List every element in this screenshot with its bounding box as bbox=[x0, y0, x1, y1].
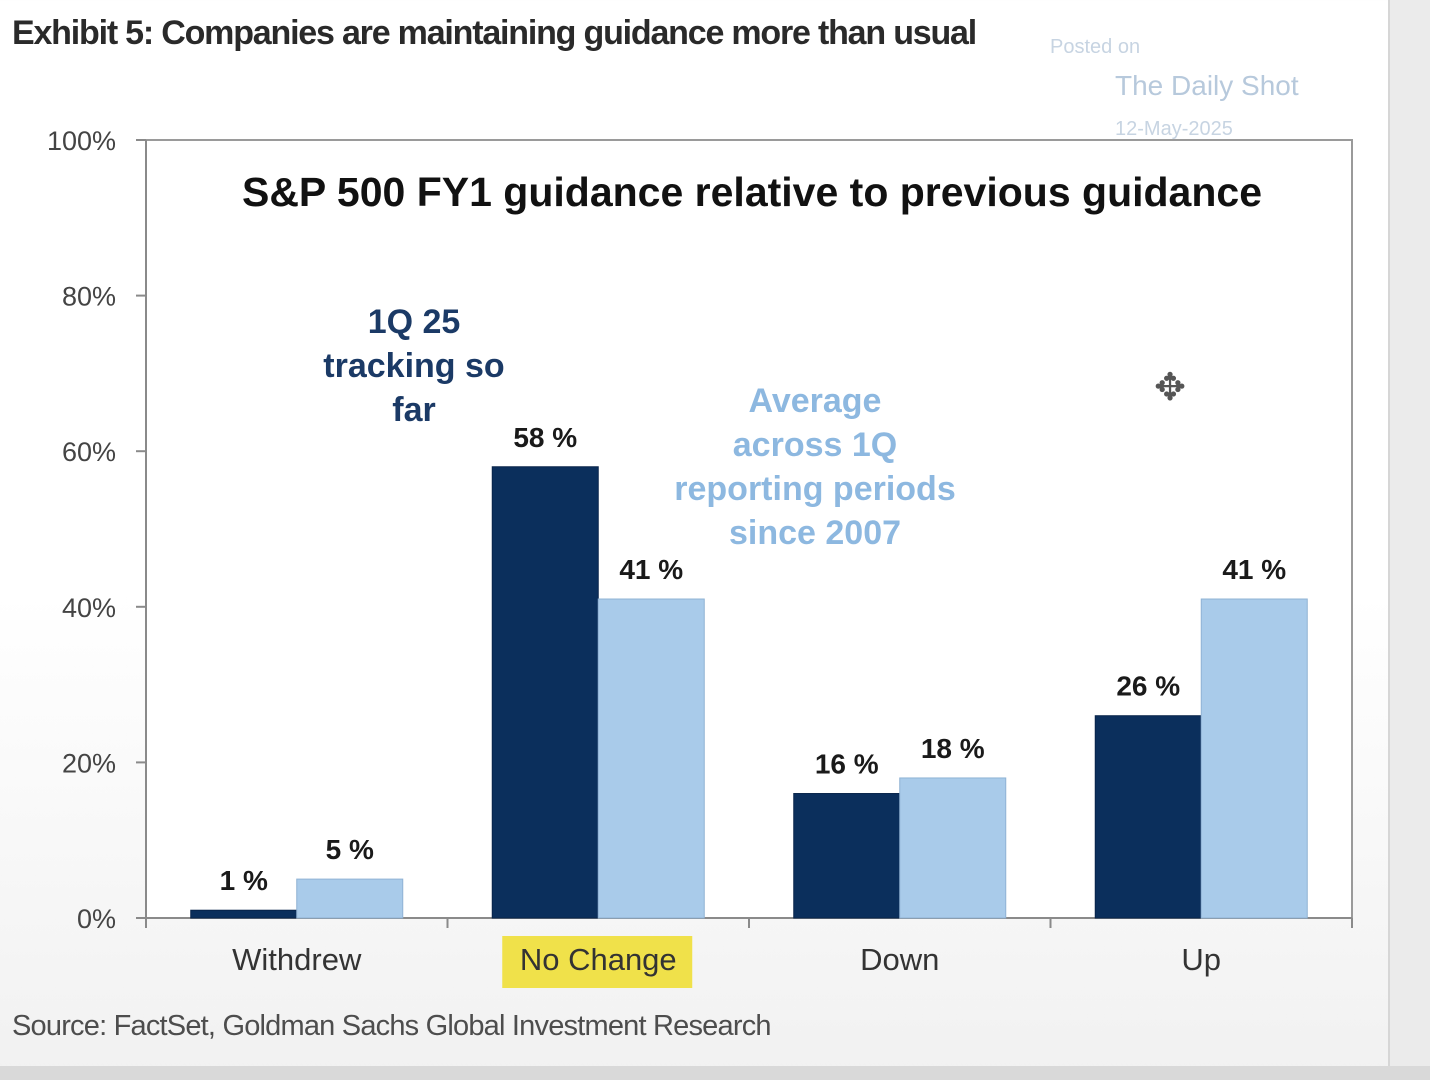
x-category-label: No Change bbox=[520, 942, 677, 977]
source-note: Source: FactSet, Goldman Sachs Global In… bbox=[12, 1010, 772, 1042]
handwritten-big-deal-annotation bbox=[505, 720, 645, 920]
data-label: 5 % bbox=[326, 834, 374, 865]
series-annotation-average: reporting periods bbox=[674, 470, 955, 508]
window-edge bbox=[1388, 0, 1430, 1080]
move-cursor-icon: ✥ bbox=[1154, 367, 1186, 409]
bar-tracking-withdrew bbox=[190, 909, 298, 919]
exhibit-title: Exhibit 5: Companies are maintaining gui… bbox=[12, 14, 977, 52]
data-label: 58 % bbox=[513, 422, 577, 453]
y-tick-label: 100% bbox=[47, 126, 116, 156]
series-annotation-tracking: far bbox=[392, 391, 435, 429]
y-tick-label: 80% bbox=[62, 282, 116, 312]
x-category-label: Down bbox=[860, 942, 939, 977]
data-label: 18 % bbox=[921, 733, 985, 764]
y-tick-label: 40% bbox=[62, 593, 116, 623]
data-label: 41 % bbox=[619, 554, 683, 585]
bar-tracking-down bbox=[793, 793, 901, 919]
y-tick-label: 20% bbox=[62, 748, 116, 778]
y-tick-label: 0% bbox=[77, 904, 116, 934]
chart-title: S&P 500 FY1 guidance relative to previou… bbox=[242, 169, 1262, 215]
bar-average-up bbox=[1200, 598, 1308, 919]
series-annotation-average: since 2007 bbox=[729, 514, 901, 552]
series-annotation-tracking: 1Q 25 bbox=[368, 303, 461, 341]
watermark-posted: Posted on bbox=[1050, 36, 1141, 58]
category-highlight bbox=[502, 936, 693, 988]
bar-tracking-no-change bbox=[491, 466, 599, 919]
y-tick-label: 60% bbox=[62, 437, 116, 467]
x-category-label: Withdrew bbox=[232, 942, 362, 977]
series-annotation-average: across 1Q bbox=[733, 426, 897, 464]
bar-average-down bbox=[899, 777, 1007, 919]
data-label: 1 % bbox=[220, 865, 268, 896]
watermark-name: The Daily Shot bbox=[1115, 70, 1299, 101]
bar-average-no-change bbox=[597, 598, 705, 919]
window-bottom-edge bbox=[0, 1066, 1430, 1080]
series-annotation-tracking: tracking so bbox=[323, 347, 504, 385]
bar-tracking-up bbox=[1094, 715, 1202, 919]
data-label: 26 % bbox=[1116, 671, 1180, 702]
series-annotation-average: Average bbox=[749, 382, 882, 420]
handwritten-ink bbox=[515, 732, 627, 920]
watermark-date: 12-May-2025 bbox=[1115, 118, 1233, 140]
data-label: 16 % bbox=[815, 749, 879, 780]
data-label: 41 % bbox=[1222, 554, 1286, 585]
x-category-label: Up bbox=[1181, 942, 1221, 977]
bar-average-withdrew bbox=[296, 878, 404, 919]
